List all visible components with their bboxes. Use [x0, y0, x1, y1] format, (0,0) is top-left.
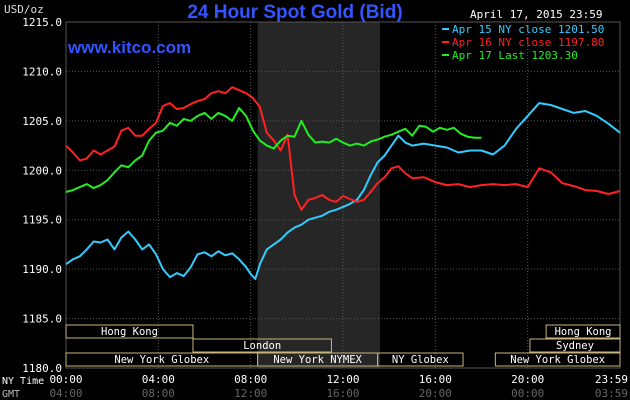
x-tick-label-gmt: 04:00 — [49, 387, 82, 400]
brand-label: www.kitco.com — [67, 38, 191, 57]
session-box — [545, 324, 621, 339]
x-tick-label-ny: 20:00 — [511, 373, 544, 386]
trading-sessions: Hong Kong Hong Kong London Sydney New York G… — [65, 324, 621, 367]
x-tick-label-ny: 16:00 — [419, 373, 452, 386]
date-label: April 17, 2015 23:59 — [470, 8, 602, 21]
x-tick-label-gmt: 00:00 — [511, 387, 544, 400]
y-tick-label: 1210.0 — [22, 65, 62, 78]
highlight-band — [257, 22, 380, 368]
session-label: London — [243, 340, 281, 352]
chart-title: 24 Hour Spot Gold (Bid) — [187, 2, 402, 23]
y-tick-label: 1195.0 — [22, 214, 62, 227]
session-label: New York Globex — [510, 354, 605, 366]
session-label: Hong Kong — [101, 326, 158, 338]
x-tick-label-ny: 12:00 — [326, 373, 359, 386]
session-box — [377, 352, 464, 367]
session-box — [65, 324, 194, 339]
session-label: New York NYMEX — [273, 354, 362, 366]
session-label: Sydney — [556, 340, 594, 352]
y-axis-labels: 1215.0 1210.0 1205.0 1200.0 1195.0 1190.0 1185… — [22, 16, 62, 375]
session-box — [529, 338, 621, 353]
ny-time-axis-label: NY Time — [2, 376, 44, 387]
x-tick-label-gmt: 08:00 — [142, 387, 175, 400]
x-tick-label-ny: 08:00 — [234, 373, 267, 386]
session-box — [192, 338, 332, 353]
y-tick-label: 1215.0 — [22, 16, 62, 29]
legend-entry: Apr 15 NY close 1201.50 — [452, 23, 604, 36]
y-tick-label: 1200.0 — [22, 164, 62, 177]
units-label: USD/oz — [4, 3, 44, 16]
y-tick-label: 1190.0 — [22, 263, 62, 276]
y-tick-label: 1180.0 — [22, 362, 62, 375]
series-line — [65, 86, 621, 211]
legend-entry: Apr 16 NY close 1197.80 — [452, 36, 604, 49]
plot-frame — [65, 21, 621, 369]
series-line — [65, 107, 482, 193]
session-box — [494, 352, 621, 367]
session-label: NY Globex — [392, 354, 449, 366]
x-tick-label-ny: 04:00 — [142, 373, 175, 386]
gmt-axis-label: GMT — [2, 389, 20, 400]
series-lines — [65, 86, 621, 280]
x-tick-label-ny: 00:00 — [49, 373, 82, 386]
x-tick-label-gmt: 12:00 — [234, 387, 267, 400]
y-tick-label: 1205.0 — [22, 115, 62, 128]
session-label: Hong Kong — [555, 326, 612, 338]
x-tick-label-gmt: 16:00 — [326, 387, 359, 400]
x-tick-label-gmt: 03:59 — [595, 387, 628, 400]
y-tick-label: 1185.0 — [22, 313, 62, 326]
x-tick-label-ny: 23:59 — [595, 373, 628, 386]
legend-entry: Apr 17 Last 1203.30 — [452, 49, 578, 62]
session-label: New York Globex — [114, 354, 209, 366]
series-line — [65, 102, 621, 280]
x-tick-label-gmt: 20:00 — [419, 387, 452, 400]
